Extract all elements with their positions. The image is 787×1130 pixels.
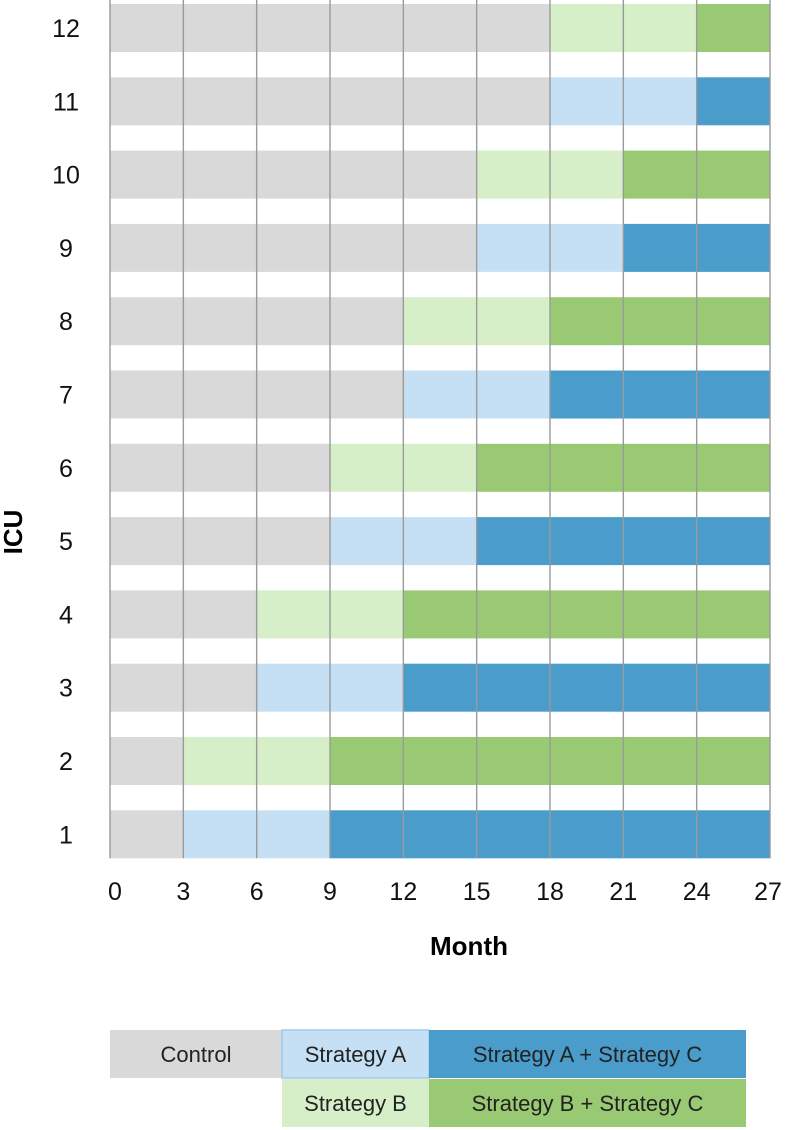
legend-swatch-strategy-a-plus-strategy-c bbox=[429, 1030, 746, 1078]
x-tick-label-6: 6 bbox=[250, 878, 264, 906]
x-tick-label-0: 0 bbox=[108, 878, 122, 906]
y-tick-label-11: 11 bbox=[53, 88, 79, 116]
y-tick-label-2: 2 bbox=[59, 748, 73, 776]
x-tick-label-3: 3 bbox=[176, 878, 190, 906]
legend: Control Strategy A Strategy A + Strategy C… bbox=[110, 1029, 746, 1127]
y-tick-label-6: 6 bbox=[59, 455, 73, 483]
bar-icu-6-control bbox=[110, 443, 330, 492]
bar-icu-5-control bbox=[110, 517, 330, 566]
legend-swatch-strategy-b bbox=[282, 1079, 429, 1127]
legend-label-strategy-a-plus-strategy-c: Strategy A + Strategy C bbox=[473, 1042, 702, 1067]
bar-icu-7-strategy-a-plus-strategy-c bbox=[550, 370, 770, 419]
bar-icu-10-control bbox=[110, 150, 477, 199]
bar-icu-11-strategy-a-plus-strategy-c bbox=[696, 77, 770, 126]
bar-icu-2-control bbox=[110, 737, 184, 785]
bar-icu-12-strategy-b-plus-strategy-c bbox=[696, 4, 770, 52]
x-axis-title: Month bbox=[430, 931, 508, 961]
bar-icu-1-control bbox=[110, 810, 184, 859]
y-tick-label-5: 5 bbox=[59, 528, 73, 556]
legend-label-control: Control bbox=[161, 1042, 232, 1067]
legend-swatch-control bbox=[110, 1030, 282, 1078]
y-tick-label-4: 4 bbox=[59, 601, 73, 629]
y-tick-label-1: 1 bbox=[59, 821, 73, 849]
legend-swatch-strategy-a bbox=[281, 1029, 430, 1079]
bar-icu-9-control bbox=[110, 223, 477, 272]
y-tick-label-10: 10 bbox=[52, 162, 80, 190]
y-tick-label-7: 7 bbox=[59, 382, 73, 410]
bar-icu-4-strategy-b-plus-strategy-c bbox=[403, 590, 770, 639]
bar-icu-8-strategy-b-plus-strategy-c bbox=[550, 297, 770, 346]
grid-lines bbox=[109, 0, 771, 859]
x-tick-label-12: 12 bbox=[389, 878, 417, 906]
x-tick-label-9: 9 bbox=[323, 878, 337, 906]
y-tick-label-12: 12 bbox=[52, 15, 80, 43]
y-axis-title: ICU bbox=[0, 510, 28, 555]
legend-label-strategy-b-plus-strategy-c: Strategy B + Strategy C bbox=[472, 1091, 704, 1116]
x-tick-labels: 0 3 6 9 12 15 18 21 24 27 bbox=[108, 878, 782, 906]
x-tick-label-18: 18 bbox=[536, 878, 564, 906]
bar-icu-3-strategy-a-plus-strategy-c bbox=[403, 663, 770, 712]
x-tick-label-27: 27 bbox=[754, 878, 782, 906]
x-tick-label-24: 24 bbox=[683, 878, 711, 906]
y-tick-label-3: 3 bbox=[59, 675, 73, 703]
x-tick-label-15: 15 bbox=[463, 878, 491, 906]
y-tick-label-8: 8 bbox=[59, 308, 73, 336]
legend-swatch-strategy-b-plus-strategy-c bbox=[429, 1079, 746, 1127]
x-tick-label-21: 21 bbox=[609, 878, 637, 906]
legend-label-strategy-a: Strategy A bbox=[305, 1042, 407, 1067]
y-tick-label-9: 9 bbox=[59, 235, 73, 263]
legend-label-strategy-b: Strategy B bbox=[304, 1091, 407, 1116]
bars-layer bbox=[110, 4, 770, 859]
